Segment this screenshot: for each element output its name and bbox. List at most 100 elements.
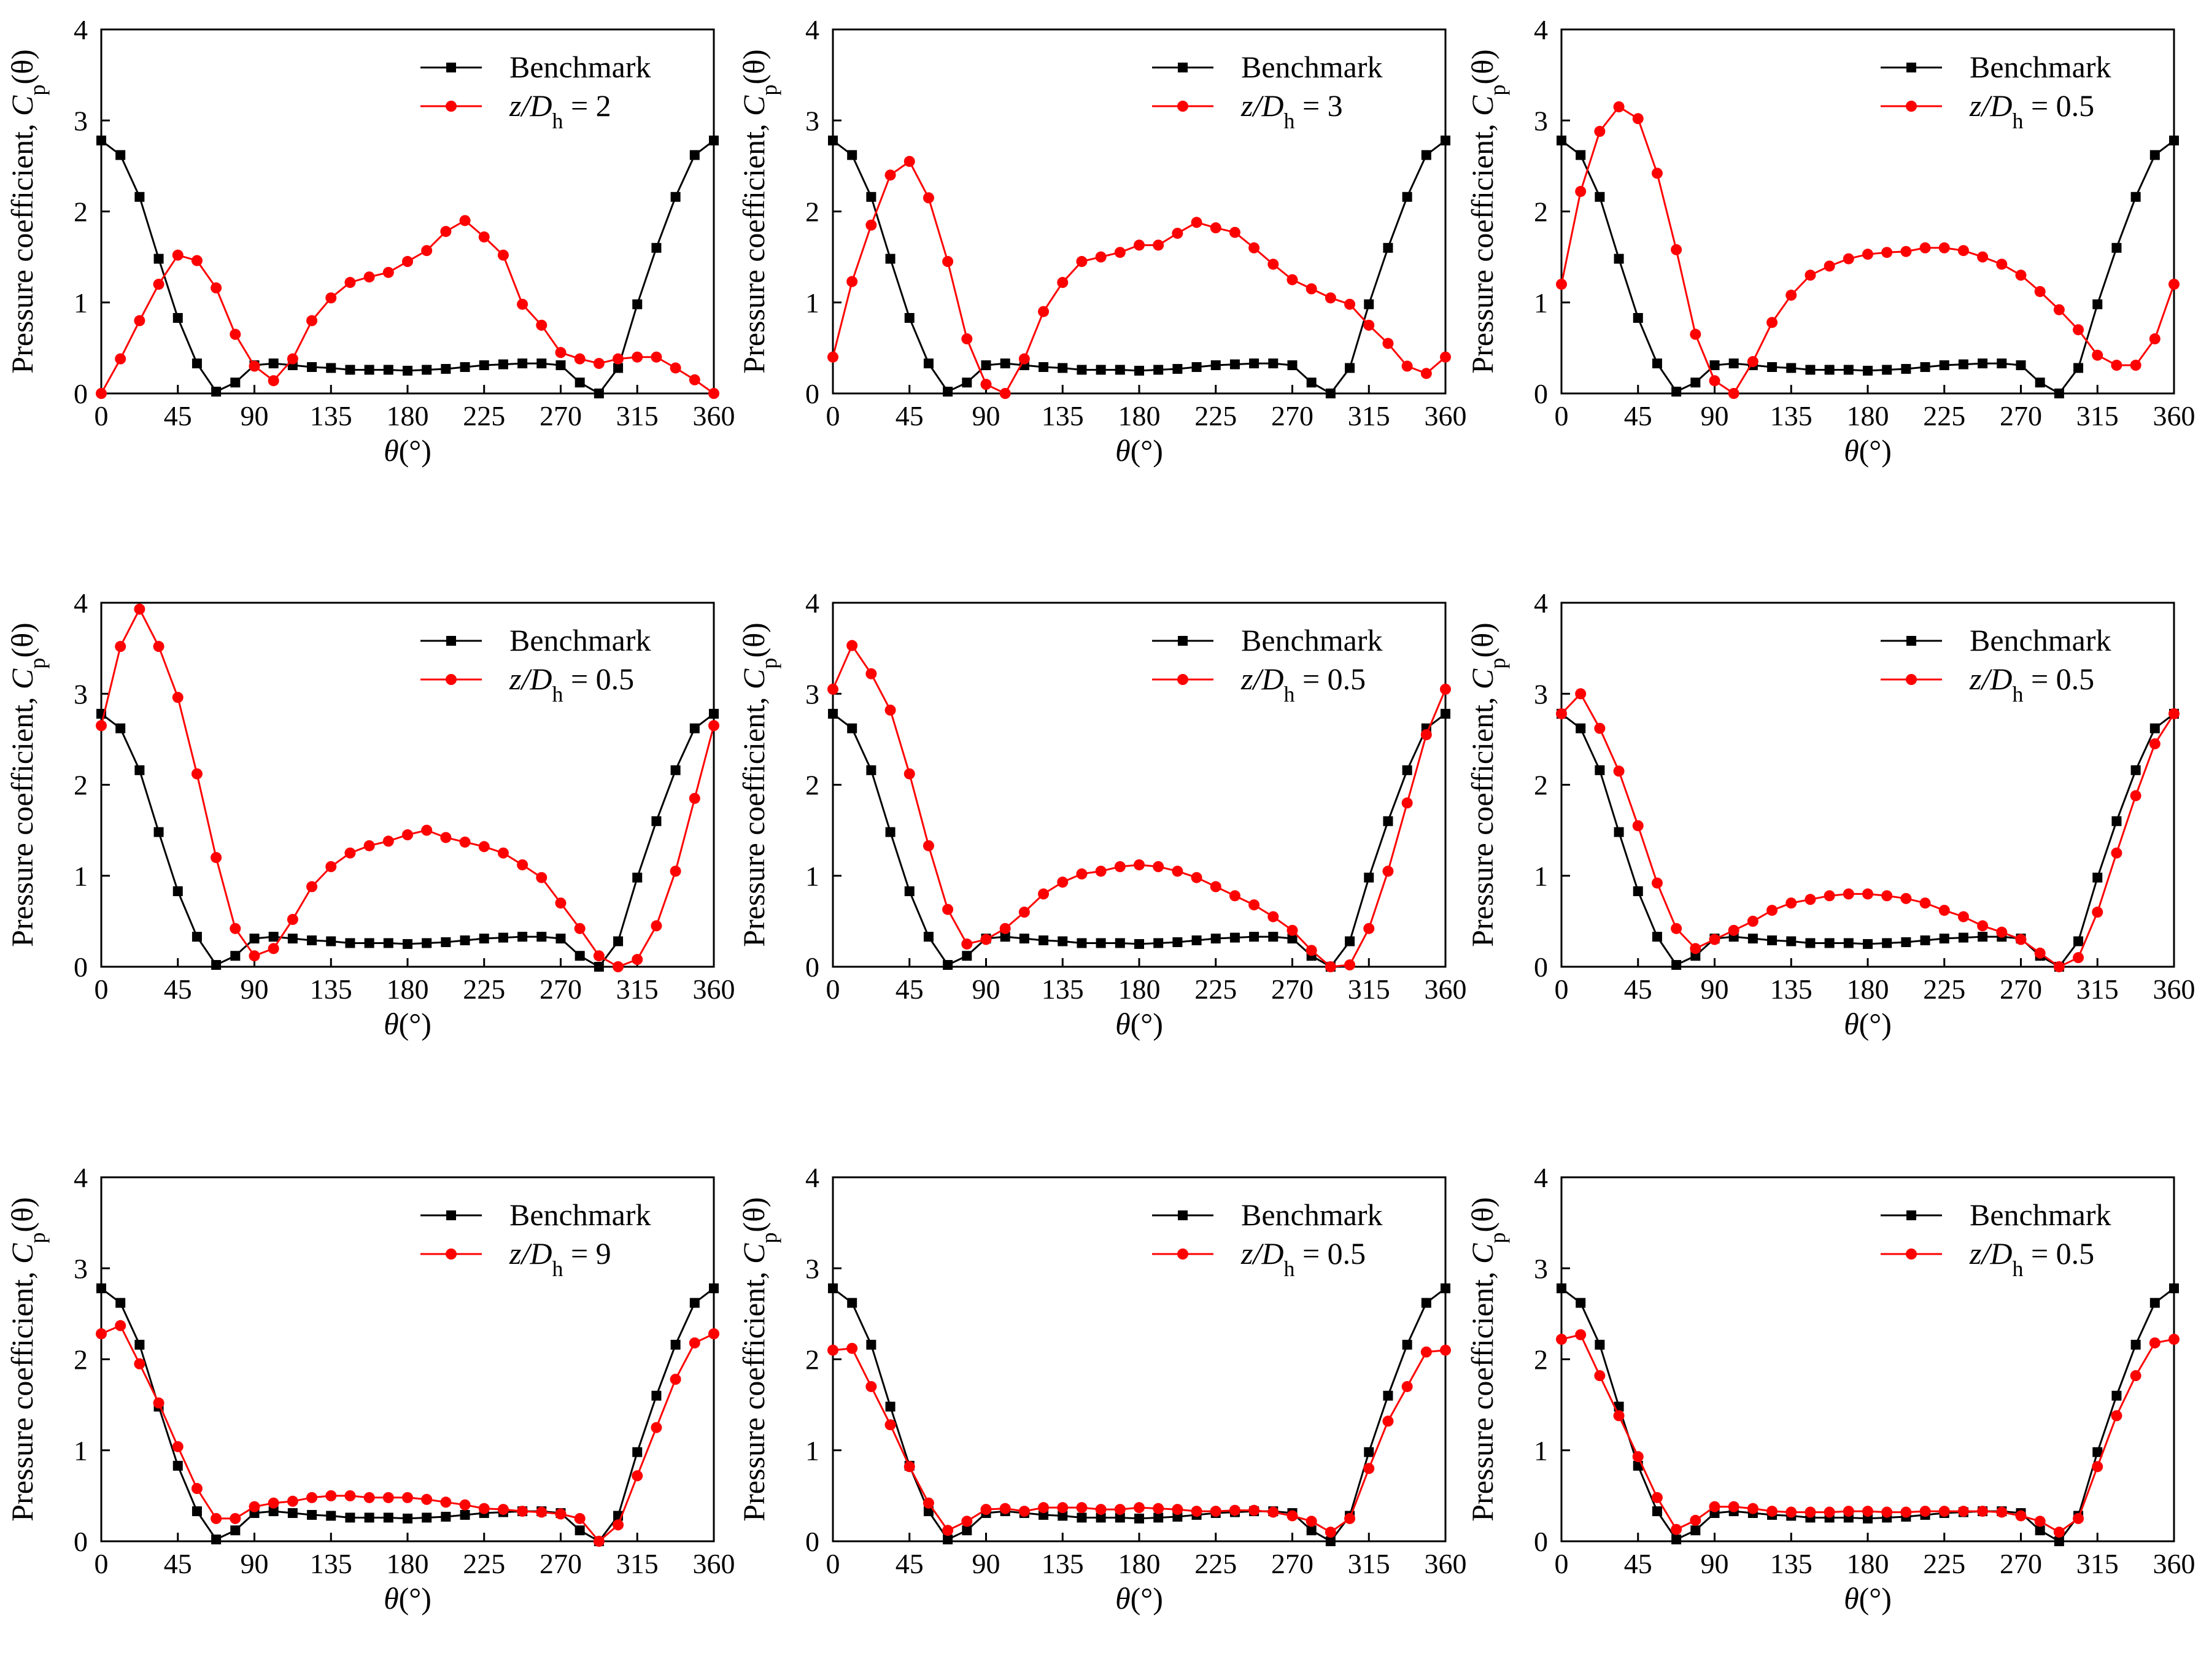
case-point (96, 720, 107, 732)
benchmark-point (345, 1512, 355, 1523)
benchmark-point (574, 951, 585, 961)
benchmark-point (923, 932, 934, 942)
benchmark-point (1843, 938, 1854, 948)
benchmark-point (1671, 1535, 1682, 1545)
x-axis-label: θ(°) (1115, 433, 1163, 468)
benchmark-point (1019, 934, 1029, 944)
legend-benchmark-label: Benchmark (509, 50, 651, 84)
benchmark-point (1557, 1283, 1566, 1293)
x-tick-label: 315 (2076, 400, 2119, 432)
case-point (827, 683, 838, 695)
legend-case-label: z/Dh = 2 (509, 88, 611, 133)
case-point (325, 1490, 337, 1501)
x-tick-label: 0 (826, 400, 840, 432)
case-point (1134, 1502, 1145, 1514)
benchmark-point (1978, 932, 1988, 942)
case-point (249, 360, 260, 372)
case-point (2111, 1410, 2122, 1422)
benchmark-point (1767, 362, 1778, 373)
benchmark-point (172, 1460, 183, 1471)
case-point (1843, 253, 1854, 265)
case-point (1401, 1380, 1413, 1392)
case-point (1862, 249, 1873, 260)
x-tick-label: 270 (2000, 400, 2042, 432)
benchmark-point (689, 1298, 700, 1308)
benchmark-point (1633, 312, 1643, 323)
case-point (1957, 1506, 1969, 1517)
case-point (1747, 356, 1758, 368)
case-point (884, 169, 896, 181)
benchmark-point (1402, 192, 1412, 202)
legend-case-label: z/Dh = 0.5 (1240, 662, 1366, 706)
case-point (865, 219, 877, 231)
benchmark-point (1805, 938, 1816, 948)
legend-benchmark-marker (446, 636, 456, 646)
case-point (536, 872, 547, 883)
benchmark-point (1978, 358, 1988, 369)
case-point (670, 362, 681, 374)
benchmark-point (1383, 242, 1393, 253)
benchmark-point (1595, 192, 1605, 202)
case-point (1440, 683, 1451, 695)
case-point (670, 865, 681, 877)
case-point (1651, 877, 1663, 889)
y-tick-label: 0 (1534, 951, 1548, 983)
case-point (2168, 708, 2180, 719)
case-point (1114, 861, 1126, 872)
benchmark-point (632, 1447, 643, 1457)
case-point (1095, 1504, 1107, 1515)
case-point (846, 640, 858, 651)
benchmark-point (1863, 939, 1873, 949)
case-point (478, 231, 490, 243)
legend-benchmark-marker (1178, 63, 1188, 72)
x-tick-label: 270 (540, 400, 582, 432)
subplot-6: 0 45 90 135 180 225 270 315 360 0 1 2 3 4 θ(°) Pressure… (1465, 587, 2195, 1041)
benchmark-point (904, 886, 915, 896)
y-tick-label: 1 (74, 861, 88, 892)
benchmark-series-line (832, 139, 1446, 395)
case-point (1382, 865, 1394, 877)
benchmark-point (847, 723, 857, 734)
benchmark-point (2092, 1447, 2103, 1457)
case-point (1919, 897, 1931, 909)
case-point (96, 1328, 107, 1339)
case-point (1613, 765, 1625, 777)
y-tick-label: 4 (1534, 587, 1548, 619)
case-point (1229, 890, 1240, 902)
benchmark-point (632, 872, 643, 883)
case-point (1862, 1506, 1873, 1517)
legend-case-marker (1906, 101, 1917, 112)
case-point (402, 1492, 413, 1503)
benchmark-point (1805, 365, 1816, 375)
case-point (1556, 279, 1567, 290)
x-tick-label: 135 (310, 400, 352, 432)
case-point (1690, 943, 1701, 954)
benchmark-point (1134, 939, 1144, 949)
benchmark-point (1958, 359, 1968, 370)
legend-case-marker (446, 674, 457, 685)
benchmark-point (287, 934, 298, 944)
case-point (2149, 738, 2161, 749)
x-tick-label: 315 (616, 1548, 659, 1579)
benchmark-point (1690, 1525, 1701, 1536)
benchmark-point (2073, 936, 2084, 946)
case-point (1632, 113, 1644, 125)
benchmark-point (2054, 1536, 2064, 1546)
case-point (191, 1483, 203, 1495)
x-tick-label: 315 (2076, 1548, 2119, 1579)
x-axis-label: θ(°) (1844, 1581, 1892, 1616)
subplot-9: 0 45 90 135 180 225 270 315 360 0 1 2 3 4 θ(°) Pressure… (1465, 1162, 2195, 1616)
benchmark-point (2169, 1283, 2179, 1293)
case-point (651, 1422, 662, 1433)
x-axis-label: θ(°) (1844, 1007, 1892, 1041)
case-point (632, 954, 643, 966)
case-point (846, 1342, 858, 1354)
y-tick-label: 2 (1534, 196, 1548, 228)
case-point (1900, 1506, 1912, 1518)
x-tick-label: 180 (1847, 1548, 1889, 1579)
benchmark-point (1096, 1512, 1106, 1523)
benchmark-point (326, 936, 336, 946)
case-point (1671, 244, 1682, 255)
case-point (344, 277, 356, 288)
case-point (884, 1419, 896, 1431)
